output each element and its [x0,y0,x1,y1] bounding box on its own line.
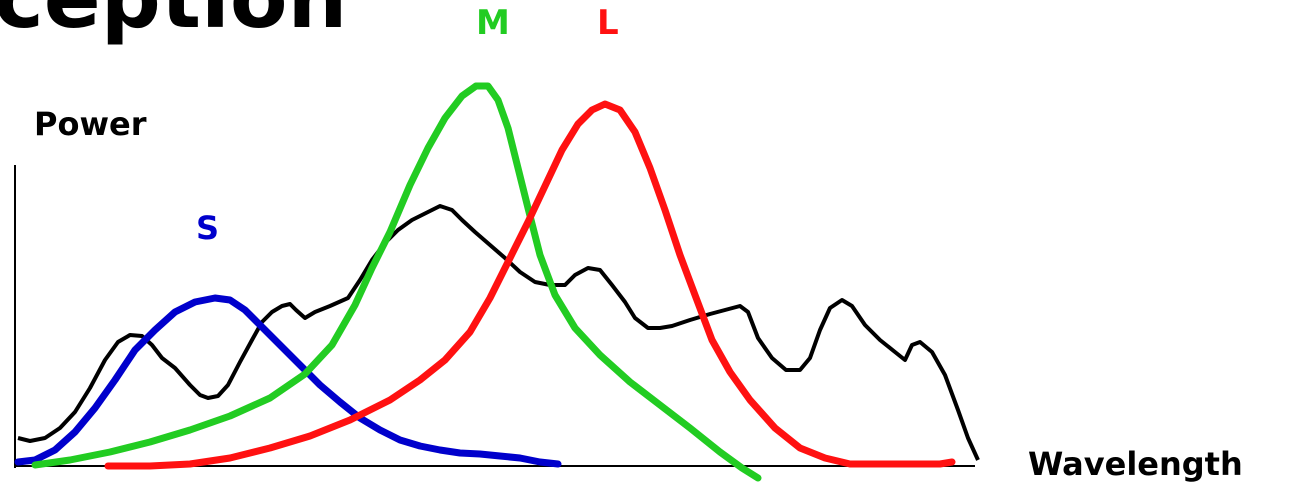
s-cone-curve [14,294,562,468]
s-cone-label: S [196,209,220,247]
l-cone-label: L [597,3,619,43]
slide-title: ception [0,0,347,40]
x-axis-label: Wavelength [1028,445,1243,483]
l-cone-curve [104,100,956,470]
y-axis-label: Power [34,105,147,143]
m-cone-curve [31,82,762,482]
m-cone-label: M [476,3,510,43]
light-spectrum-curve [17,204,980,461]
